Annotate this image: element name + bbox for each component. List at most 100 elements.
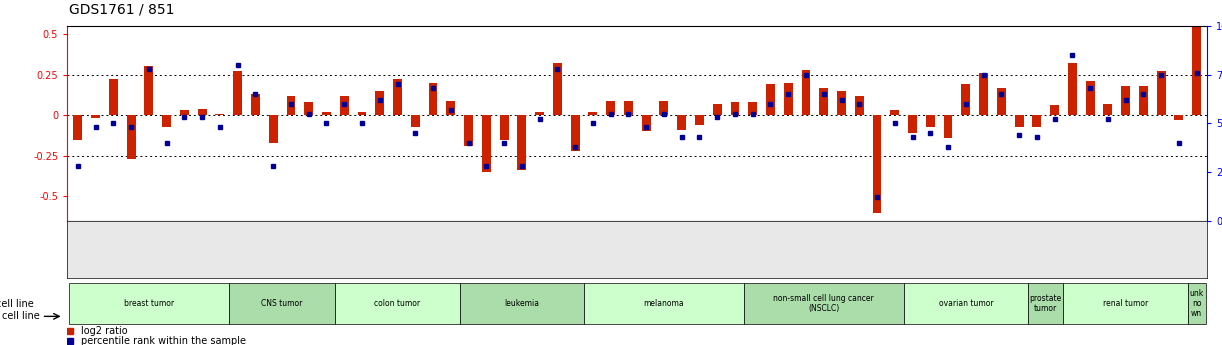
Text: GSM35969: GSM35969 <box>1158 222 1165 254</box>
Text: GSM35912: GSM35912 <box>145 222 152 254</box>
Bar <box>393 79 402 115</box>
Bar <box>144 67 153 115</box>
Text: GSM35970: GSM35970 <box>1176 222 1182 254</box>
Text: GSM35933: GSM35933 <box>519 222 524 254</box>
Bar <box>517 115 527 170</box>
Text: GSM35966: GSM35966 <box>1105 222 1111 254</box>
Text: GSM35914: GSM35914 <box>181 222 187 254</box>
Bar <box>269 115 277 143</box>
Text: melanoma: melanoma <box>644 299 684 308</box>
Bar <box>1157 71 1166 115</box>
Bar <box>908 115 916 133</box>
Text: GSM35908: GSM35908 <box>75 222 81 254</box>
Text: cell line: cell line <box>0 299 33 308</box>
Bar <box>571 115 579 151</box>
Text: percentile rank within the sample: percentile rank within the sample <box>81 336 246 345</box>
Text: GSM35962: GSM35962 <box>1034 222 1040 254</box>
Text: renal tumor: renal tumor <box>1103 299 1149 308</box>
Text: GSM35968: GSM35968 <box>1140 222 1146 254</box>
Bar <box>1103 104 1112 115</box>
Bar <box>926 115 935 127</box>
Bar <box>731 102 739 115</box>
Bar <box>304 102 313 115</box>
Bar <box>606 101 615 115</box>
Text: GSM35918: GSM35918 <box>253 222 259 254</box>
Text: GSM35923: GSM35923 <box>341 222 347 254</box>
Text: GSM35919: GSM35919 <box>270 222 276 254</box>
Text: GDS1761 / 851: GDS1761 / 851 <box>68 2 175 16</box>
Bar <box>660 101 668 115</box>
FancyBboxPatch shape <box>584 284 744 324</box>
FancyBboxPatch shape <box>229 284 335 324</box>
Text: GSM35946: GSM35946 <box>750 222 755 254</box>
Bar <box>1139 86 1147 115</box>
Bar <box>1193 0 1201 115</box>
Bar <box>712 104 722 115</box>
Text: GSM35942: GSM35942 <box>678 222 684 254</box>
Bar <box>500 115 508 140</box>
Bar <box>837 91 846 115</box>
Text: GSM35950: GSM35950 <box>821 222 827 254</box>
Bar <box>340 96 348 115</box>
Bar <box>642 115 650 131</box>
Bar <box>891 110 899 115</box>
FancyBboxPatch shape <box>459 284 584 324</box>
Text: prostate
tumor: prostate tumor <box>1030 294 1062 313</box>
Bar <box>1085 81 1095 115</box>
Bar <box>535 112 544 115</box>
Bar <box>233 71 242 115</box>
Text: GSM35925: GSM35925 <box>376 222 382 254</box>
Text: GSM35920: GSM35920 <box>288 222 295 254</box>
Text: GSM35954: GSM35954 <box>892 222 898 254</box>
FancyBboxPatch shape <box>68 284 229 324</box>
Bar <box>1033 115 1041 127</box>
Text: GSM35958: GSM35958 <box>963 222 969 254</box>
Text: GSM35943: GSM35943 <box>697 222 703 254</box>
Text: GSM35929: GSM35929 <box>447 222 453 254</box>
Bar <box>766 85 775 115</box>
Bar <box>873 115 881 213</box>
Text: GSM35934: GSM35934 <box>536 222 543 254</box>
Text: GSM35965: GSM35965 <box>1088 222 1094 254</box>
FancyBboxPatch shape <box>744 284 903 324</box>
Bar <box>552 63 562 115</box>
Text: colon tumor: colon tumor <box>374 299 420 308</box>
Text: GSM35940: GSM35940 <box>643 222 649 254</box>
Text: ovarian tumor: ovarian tumor <box>938 299 993 308</box>
Text: GSM35911: GSM35911 <box>128 222 134 254</box>
Bar <box>677 115 686 130</box>
Text: GSM35961: GSM35961 <box>1015 222 1022 254</box>
Bar <box>855 96 864 115</box>
Bar <box>589 112 598 115</box>
Bar <box>802 70 810 115</box>
Text: GSM35953: GSM35953 <box>874 222 880 254</box>
Bar <box>251 94 260 115</box>
Text: GSM35951: GSM35951 <box>838 222 844 254</box>
Text: GSM35915: GSM35915 <box>199 222 205 254</box>
Bar <box>1050 106 1059 115</box>
Text: GSM35963: GSM35963 <box>1052 222 1057 254</box>
Text: log2 ratio: log2 ratio <box>81 326 127 336</box>
Text: GSM35916: GSM35916 <box>218 222 222 254</box>
FancyBboxPatch shape <box>1028 284 1063 324</box>
Bar <box>1174 115 1183 120</box>
Bar <box>358 112 367 115</box>
Text: GSM35913: GSM35913 <box>164 222 170 254</box>
Text: GSM35957: GSM35957 <box>945 222 951 254</box>
Bar <box>1068 63 1077 115</box>
Bar <box>446 101 456 115</box>
Text: GSM35959: GSM35959 <box>980 222 986 254</box>
Text: GSM35944: GSM35944 <box>714 222 720 254</box>
Text: GSM35952: GSM35952 <box>857 222 863 254</box>
Bar <box>481 115 491 172</box>
Bar <box>943 115 952 138</box>
Bar <box>323 112 331 115</box>
Bar <box>127 115 136 159</box>
Bar <box>92 115 100 118</box>
Text: GSM35967: GSM35967 <box>1123 222 1129 254</box>
Bar <box>997 88 1006 115</box>
Bar <box>286 96 296 115</box>
Text: unk
no
wn: unk no wn <box>1189 289 1204 318</box>
Text: GSM35964: GSM35964 <box>1069 222 1075 254</box>
Text: breast tumor: breast tumor <box>123 299 174 308</box>
